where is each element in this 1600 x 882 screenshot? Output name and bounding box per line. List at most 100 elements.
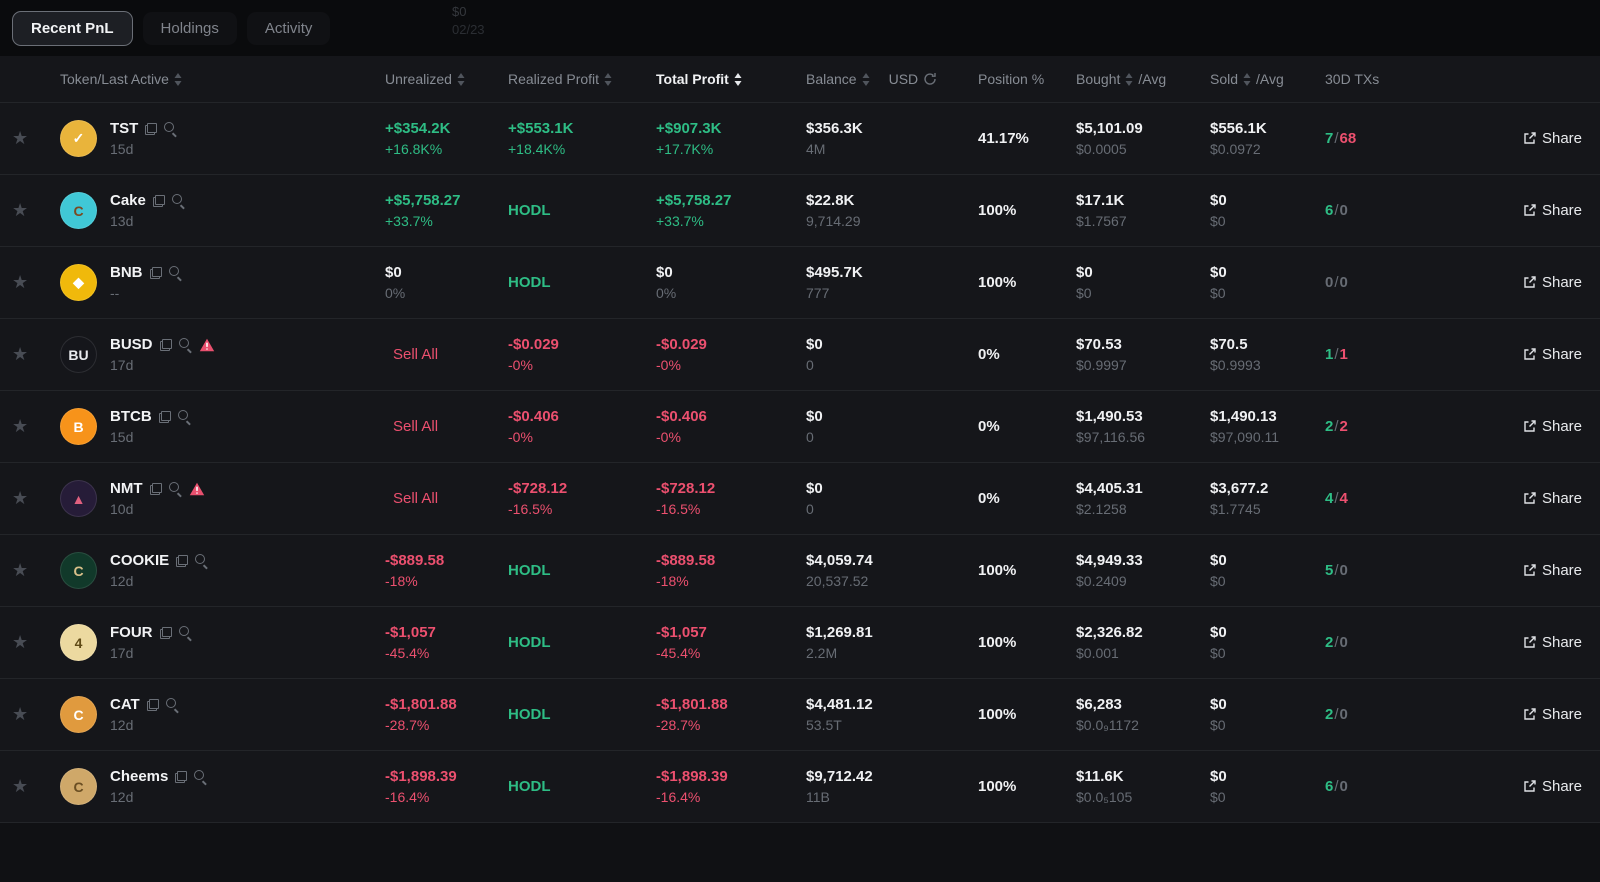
search-icon[interactable] bbox=[178, 626, 192, 639]
share-button[interactable]: Share bbox=[1522, 202, 1582, 219]
copy-icon[interactable] bbox=[149, 482, 162, 495]
realized-profit-cell: HODL bbox=[508, 706, 656, 723]
sold-cell: $0 $0 bbox=[1210, 192, 1325, 229]
bought-cell: $11.6K $0.0₅105 bbox=[1076, 768, 1210, 805]
txs-cell: 2/0 bbox=[1325, 634, 1348, 651]
search-icon[interactable] bbox=[168, 266, 182, 279]
col-unrealized[interactable]: Unrealized bbox=[385, 71, 508, 87]
copy-icon[interactable] bbox=[159, 338, 172, 351]
share-button[interactable]: Share bbox=[1522, 562, 1582, 579]
copy-icon[interactable] bbox=[158, 410, 171, 423]
balance-qty: 11B bbox=[806, 789, 830, 805]
sell-all-button[interactable]: Sell All bbox=[393, 490, 439, 507]
token-name[interactable]: COOKIE bbox=[110, 552, 170, 569]
unrealized-percent: -28.7% bbox=[385, 717, 430, 733]
col-realized-profit[interactable]: Realized Profit bbox=[508, 71, 656, 87]
sold-cell: $0 $0 bbox=[1210, 768, 1325, 805]
search-icon[interactable] bbox=[195, 554, 208, 567]
share-button[interactable]: Share bbox=[1522, 130, 1582, 147]
bought-avg-price: $1.7567 bbox=[1076, 213, 1127, 229]
share-icon bbox=[1524, 132, 1536, 144]
tab-recent-pnl[interactable]: Recent PnL bbox=[12, 10, 133, 46]
position-percent: 100% bbox=[978, 706, 1017, 723]
share-label: Share bbox=[1541, 778, 1582, 795]
share-button[interactable]: Share bbox=[1522, 418, 1582, 435]
sell-all-button[interactable]: Sell All bbox=[393, 418, 439, 435]
share-label: Share bbox=[1541, 634, 1582, 651]
search-icon[interactable] bbox=[165, 698, 179, 711]
token-name[interactable]: TST bbox=[110, 120, 139, 137]
total-profit-percent: -18% bbox=[656, 573, 689, 589]
favorite-star-icon[interactable]: ★ bbox=[12, 632, 29, 652]
share-button[interactable]: Share bbox=[1522, 274, 1582, 291]
tab-activity[interactable]: Activity bbox=[246, 11, 331, 45]
share-button[interactable]: Share bbox=[1522, 346, 1582, 363]
token-name[interactable]: CAT bbox=[110, 696, 140, 713]
col-bought-avg[interactable]: Bought /Avg bbox=[1076, 71, 1167, 87]
copy-icon[interactable] bbox=[176, 554, 189, 567]
tx-sells-count: 0 bbox=[1339, 634, 1348, 651]
favorite-star-icon[interactable]: ★ bbox=[12, 200, 29, 220]
token-name[interactable]: FOUR bbox=[110, 624, 153, 641]
token-avatar-glyph: ◆ bbox=[73, 274, 84, 290]
token-name[interactable]: Cake bbox=[110, 192, 146, 209]
total-profit-percent: -0% bbox=[656, 357, 681, 373]
favorite-star-icon[interactable]: ★ bbox=[12, 776, 29, 796]
favorite-star-icon[interactable]: ★ bbox=[12, 488, 29, 508]
favorite-star-icon[interactable]: ★ bbox=[12, 128, 29, 148]
search-icon[interactable] bbox=[194, 770, 207, 783]
token-name[interactable]: BTCB bbox=[110, 408, 152, 425]
share-button[interactable]: Share bbox=[1522, 634, 1582, 651]
txs-cell: 6/0 bbox=[1325, 202, 1348, 219]
sold-cell: $0 $0 bbox=[1210, 552, 1325, 589]
position-cell: 41.17% bbox=[978, 130, 1076, 147]
search-icon[interactable] bbox=[164, 122, 177, 135]
search-icon[interactable] bbox=[177, 410, 191, 423]
bought-usd: $4,405.31 bbox=[1076, 480, 1143, 497]
tx-sells-count: 4 bbox=[1339, 490, 1348, 507]
col-total-profit[interactable]: Total Profit bbox=[656, 71, 806, 87]
share-button[interactable]: Share bbox=[1522, 778, 1582, 795]
balance-cell: $0 0 bbox=[806, 480, 978, 517]
favorite-star-icon[interactable]: ★ bbox=[12, 416, 29, 436]
bought-avg-price: $97,116.56 bbox=[1076, 429, 1146, 445]
share-button[interactable]: Share bbox=[1522, 706, 1582, 723]
copy-icon[interactable] bbox=[159, 626, 172, 639]
balance-usd: $0 bbox=[806, 480, 823, 497]
col-balance[interactable]: Balance USD bbox=[806, 71, 978, 87]
search-icon[interactable] bbox=[178, 338, 192, 351]
token-name[interactable]: BUSD bbox=[110, 336, 153, 353]
total-profit-percent: +17.7K% bbox=[656, 141, 714, 157]
token-name[interactable]: Cheems bbox=[110, 768, 169, 785]
copy-icon[interactable] bbox=[149, 266, 162, 279]
currency-switch-icon[interactable] bbox=[923, 72, 937, 86]
txs-cell: 2/0 bbox=[1325, 706, 1348, 723]
usd-toggle-label[interactable]: USD bbox=[888, 71, 919, 87]
token-name[interactable]: NMT bbox=[110, 480, 143, 497]
balance-qty: 2.2M bbox=[806, 645, 838, 661]
table-row: ★ ✓ TST 15d +$354.2K +16.8K% bbox=[0, 102, 1600, 174]
favorite-star-icon[interactable]: ★ bbox=[12, 272, 29, 292]
table-row: ★ C COOKIE 12d -$889.58 -18% bbox=[0, 534, 1600, 606]
tx-buys-count: 1 bbox=[1325, 346, 1334, 363]
copy-icon[interactable] bbox=[175, 770, 188, 783]
search-icon[interactable] bbox=[168, 482, 182, 495]
sell-all-button[interactable]: Sell All bbox=[393, 346, 439, 363]
table-body: ★ ✓ TST 15d +$354.2K +16.8K% bbox=[0, 102, 1600, 822]
copy-icon[interactable] bbox=[145, 122, 158, 135]
favorite-star-icon[interactable]: ★ bbox=[12, 560, 29, 580]
tab-holdings[interactable]: Holdings bbox=[142, 11, 237, 45]
col-token-last-active[interactable]: Token/Last Active bbox=[60, 71, 385, 87]
share-button[interactable]: Share bbox=[1522, 490, 1582, 507]
balance-qty: 4M bbox=[806, 141, 826, 157]
favorite-star-icon[interactable]: ★ bbox=[12, 704, 29, 724]
favorite-star-icon[interactable]: ★ bbox=[12, 344, 29, 364]
sort-icon bbox=[1125, 72, 1133, 86]
bought-avg-price: $0.2409 bbox=[1076, 573, 1127, 589]
token-name[interactable]: BNB bbox=[110, 264, 143, 281]
col-sold-avg[interactable]: Sold /Avg bbox=[1210, 71, 1284, 87]
copy-icon[interactable] bbox=[152, 194, 165, 207]
copy-icon[interactable] bbox=[146, 698, 159, 711]
bought-avg-price: $0.0₉1172 bbox=[1076, 717, 1139, 733]
search-icon[interactable] bbox=[171, 194, 185, 207]
